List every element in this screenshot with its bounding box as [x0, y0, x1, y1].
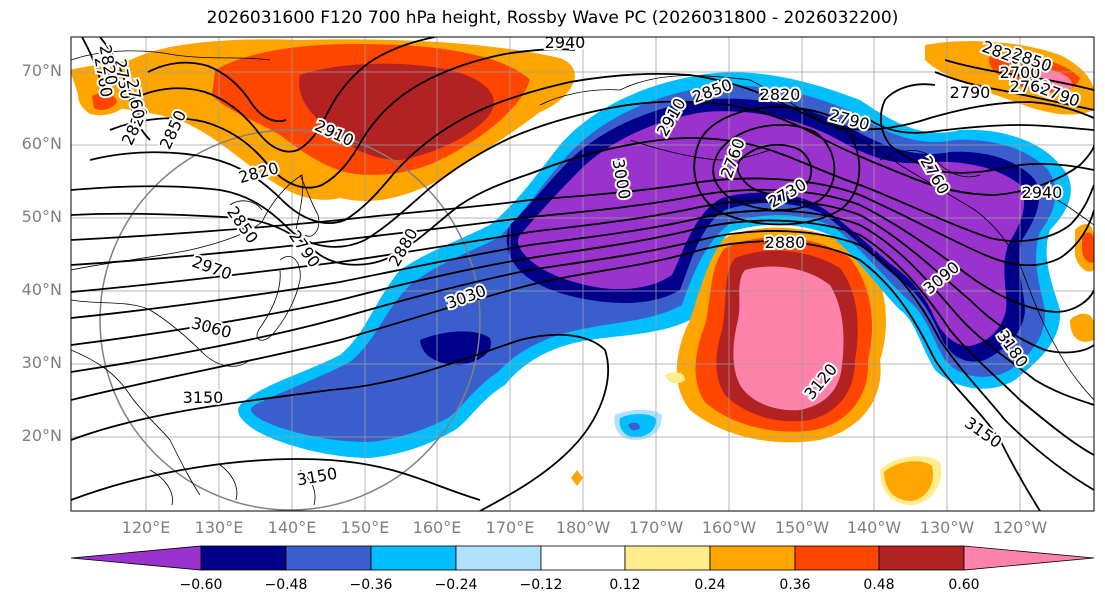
- lon-label: 140°W: [846, 518, 902, 537]
- colorbar-tick: 0.24: [694, 577, 726, 593]
- colorbar-swatch: [624, 545, 711, 571]
- colorbar-swatch: [455, 545, 542, 571]
- colorbar: [70, 545, 1095, 571]
- colorbar-tick: 0.60: [948, 577, 980, 593]
- colorbar-tick: −0.36: [349, 577, 393, 593]
- contour-label: 2790: [950, 83, 991, 102]
- colorbar-swatch: [709, 545, 796, 571]
- colorbar-tick: 0.12: [609, 577, 641, 593]
- contour-label: 2880: [765, 233, 806, 252]
- lat-label: 40°N: [21, 280, 62, 299]
- colorbar-extend-high: [963, 545, 1095, 571]
- contour-label: 2940: [545, 33, 586, 52]
- positive-anomaly-pacific: [676, 227, 886, 443]
- colorbar-swatch: [878, 545, 965, 571]
- positive-anomaly-small: [571, 224, 1094, 506]
- colorbar-tick: −0.24: [434, 577, 478, 593]
- lat-label: 70°N: [21, 61, 62, 80]
- lon-label: 160°E: [412, 518, 462, 537]
- lon-label: 140°E: [267, 518, 317, 537]
- colorbar-tick: −0.48: [264, 577, 308, 593]
- lat-label: 20°N: [21, 426, 62, 445]
- colorbar-tick: 0.48: [863, 577, 895, 593]
- contour-label: 2940: [1022, 183, 1063, 202]
- height-contours: [71, 37, 1094, 511]
- lat-label: 30°N: [21, 353, 62, 372]
- lon-label: 170°W: [628, 518, 684, 537]
- lat-label: 50°N: [21, 207, 62, 226]
- lon-label: 120°W: [992, 518, 1048, 537]
- colorbar-extend-low: [70, 545, 202, 571]
- colorbar-tick: −0.60: [179, 577, 223, 593]
- lat-label: 60°N: [21, 134, 62, 153]
- colorbar-swatch: [200, 545, 287, 571]
- colorbar-tick: −0.12: [519, 577, 563, 593]
- lon-label: 160°W: [701, 518, 757, 537]
- lon-label: 180°W: [555, 518, 611, 537]
- contour-label: 2700: [1000, 63, 1041, 82]
- colorbar-tick: 0.36: [779, 577, 811, 593]
- lon-label: 170°E: [485, 518, 535, 537]
- lon-label: 150°E: [340, 518, 390, 537]
- colorbar-swatch: [540, 545, 626, 571]
- colorbar-swatch: [794, 545, 880, 571]
- lon-label: 120°E: [121, 518, 171, 537]
- map-frame: [70, 36, 1095, 512]
- lon-label: 130°E: [194, 518, 244, 537]
- negative-anomaly-band: [238, 72, 1071, 458]
- contour-label: 2820: [760, 85, 801, 104]
- colorbar-swatch: [370, 545, 457, 571]
- contour-label: 3150: [183, 388, 224, 407]
- reference-circle: [99, 129, 481, 511]
- map-title: 2026031600 F120 700 hPa height, Rossby W…: [206, 8, 899, 28]
- contour-label: 2760: [1010, 77, 1051, 96]
- colorbar-swatch: [285, 545, 372, 571]
- lon-label: 150°W: [774, 518, 830, 537]
- lon-label: 130°W: [919, 518, 975, 537]
